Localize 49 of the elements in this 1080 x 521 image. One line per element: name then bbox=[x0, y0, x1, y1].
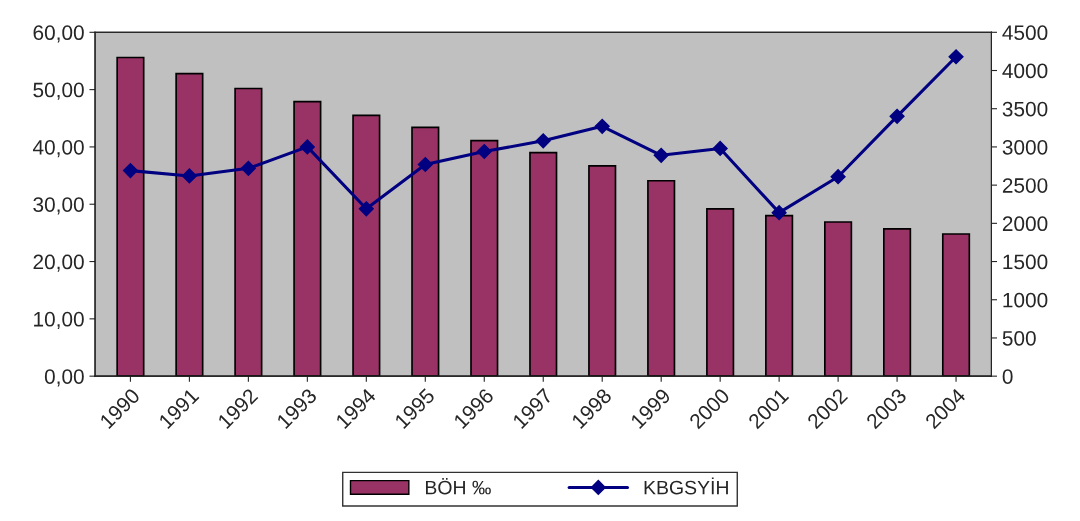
y2-tick-label: 1000 bbox=[1003, 292, 1048, 308]
bar bbox=[470, 139, 499, 377]
y-tick-label: 50,00 bbox=[33, 82, 84, 100]
y2-tick-label: 3000 bbox=[1002, 139, 1048, 155]
bar bbox=[706, 207, 735, 377]
y-tick-label: 10,00 bbox=[34, 311, 84, 330]
bar bbox=[293, 100, 322, 377]
y2-tick-label: 3500 bbox=[1002, 101, 1048, 117]
point bbox=[712, 140, 728, 157]
bar bbox=[882, 228, 912, 377]
bar bbox=[765, 214, 794, 377]
point bbox=[299, 139, 315, 155]
point bbox=[830, 169, 846, 185]
point bbox=[771, 205, 787, 221]
point bbox=[358, 201, 374, 217]
point bbox=[417, 156, 433, 173]
y-tick-label: 60,00 bbox=[33, 25, 84, 43]
y2-tick-label: 1500 bbox=[1003, 254, 1048, 270]
y2-tick-label: 500 bbox=[1002, 330, 1036, 346]
bar bbox=[529, 151, 558, 377]
y2-tick-label: 4000 bbox=[1002, 63, 1048, 79]
point bbox=[476, 143, 492, 160]
point bbox=[535, 133, 551, 149]
legend-label: BÖH ‰ bbox=[425, 477, 491, 495]
point bbox=[653, 147, 669, 163]
y2-tick-label: 2500 bbox=[1002, 178, 1048, 193]
bar bbox=[588, 164, 617, 377]
bar bbox=[352, 114, 381, 377]
point bbox=[122, 163, 138, 179]
y2-tick-label: 2000 bbox=[1002, 216, 1048, 232]
bar bbox=[647, 179, 676, 377]
point bbox=[889, 108, 905, 124]
bar bbox=[824, 221, 853, 377]
y2-tick-label: 4500 bbox=[1002, 25, 1048, 41]
y-tick-label: 40,00 bbox=[32, 139, 84, 158]
point bbox=[594, 118, 610, 134]
bar bbox=[116, 56, 145, 377]
y-tick-label: 0,00 bbox=[44, 369, 84, 387]
y-tick-label: 30,00 bbox=[33, 197, 84, 215]
point bbox=[240, 160, 256, 176]
y2-tick-label: 0 bbox=[1002, 369, 1013, 384]
legend-label: KBGSYİH bbox=[644, 477, 728, 495]
bar bbox=[175, 72, 204, 377]
point bbox=[948, 49, 964, 65]
y-tick-label: 20,00 bbox=[33, 254, 84, 272]
bar bbox=[234, 87, 263, 377]
bar bbox=[941, 233, 971, 377]
point bbox=[181, 168, 197, 184]
bar bbox=[411, 126, 440, 377]
